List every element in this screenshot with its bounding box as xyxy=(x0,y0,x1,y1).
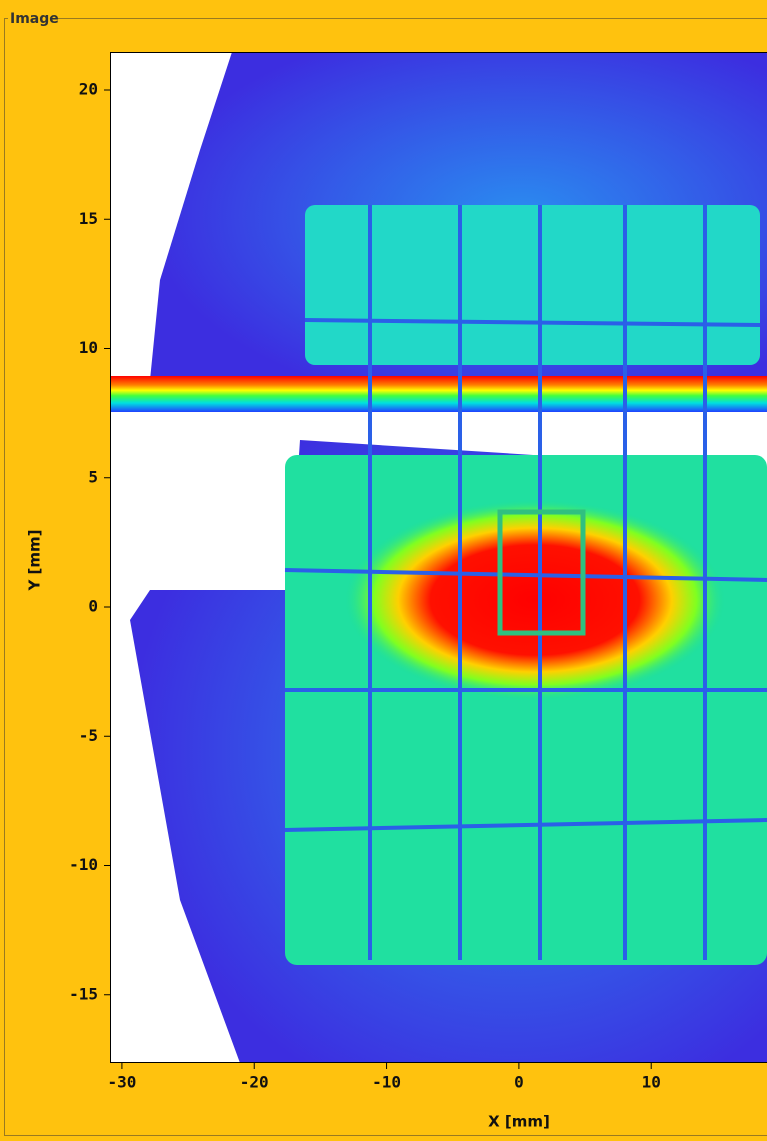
y-tick-label: -5 xyxy=(79,726,98,745)
y-tick-label: 0 xyxy=(88,597,98,616)
page: {"panel": {"title": "Image"}, "chart_dat… xyxy=(0,0,767,1141)
y-tick-label: 20 xyxy=(79,79,98,98)
y-tick-label: 10 xyxy=(79,338,98,357)
x-tick-label: 10 xyxy=(642,1073,661,1092)
detector-image xyxy=(110,52,767,1063)
y-axis-label: Y [mm] xyxy=(26,529,44,591)
x-tick-label: -30 xyxy=(107,1073,136,1092)
x-tick-label: -20 xyxy=(240,1073,269,1092)
panel-title: Image xyxy=(10,11,59,27)
y-tick-label: -15 xyxy=(69,984,98,1003)
x-tick-label: -10 xyxy=(372,1073,401,1092)
x-axis-label: X [mm] xyxy=(488,1113,550,1131)
y-tick-label: 5 xyxy=(88,467,98,486)
image-panel: Image X [mm] Y [mm] -30 -20 -10 0 10 -15 -10 -5… xyxy=(0,0,767,1141)
y-tick-label: 15 xyxy=(79,209,98,228)
y-tick-label: -10 xyxy=(69,855,98,874)
x-tick-label: 0 xyxy=(514,1073,524,1092)
